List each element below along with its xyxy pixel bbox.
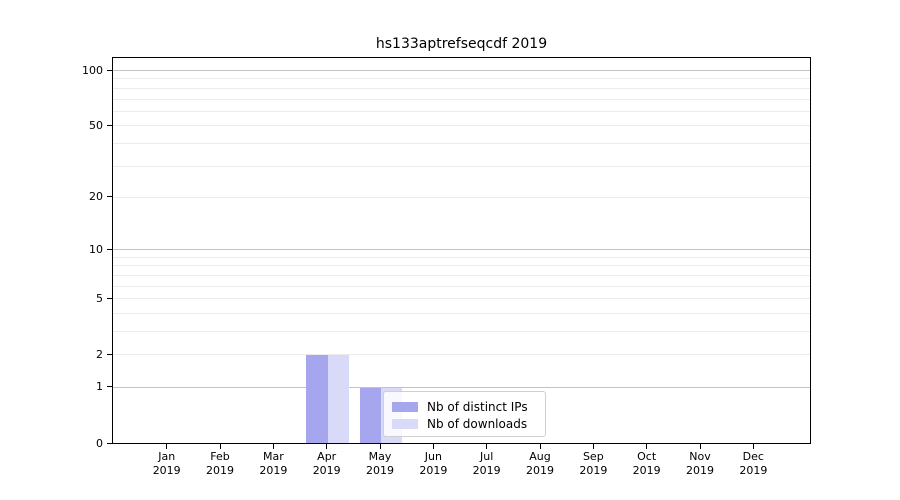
x-tick-mark: [592, 444, 594, 449]
x-tick-year-label: 2019: [579, 464, 608, 477]
y-tick-label: 10: [89, 242, 103, 256]
x-tick-month-label: Feb: [210, 450, 230, 463]
y-tick-label: 100: [82, 63, 103, 77]
y-tick-mark: [107, 196, 112, 198]
y-tick-mark: [107, 353, 112, 355]
gridline-minor: [113, 256, 810, 258]
y-tick-mark: [107, 124, 112, 126]
x-tick-mark: [699, 444, 701, 449]
plot-inner: [113, 58, 810, 443]
x-tick-mark: [539, 444, 541, 449]
x-tick-mark: [432, 444, 434, 449]
x-tick-mark: [379, 444, 381, 449]
x-tick-year-label: 2019: [312, 464, 341, 477]
x-tick-month-label: Jan: [158, 450, 176, 463]
gridline-minor: [113, 165, 810, 167]
x-tick-year-label: 2019: [739, 464, 768, 477]
gridline-minor: [113, 312, 810, 314]
x-tick-label: Oct 2019: [617, 450, 677, 478]
gridline-minor: [113, 78, 810, 80]
y-tick-mark: [107, 442, 112, 444]
distinct-ips-swatch-icon: [392, 401, 418, 412]
x-tick-month-label: Dec: [742, 450, 764, 463]
x-tick-label: Nov 2019: [670, 450, 730, 478]
gridline-minor: [113, 142, 810, 144]
x-tick-label: Jul 2019: [457, 450, 517, 478]
gridline-minor: [113, 87, 810, 89]
x-tick-year-label: 2019: [259, 464, 288, 477]
x-tick-year-label: 2019: [686, 464, 714, 477]
x-tick-month-label: Apr: [317, 450, 337, 463]
x-tick-month-label: Aug: [529, 450, 551, 463]
x-tick-month-label: Jun: [424, 450, 442, 463]
gridline-minor: [113, 354, 810, 356]
x-tick-mark: [166, 444, 168, 449]
chart-title: hs133aptrefseqcdf 2019: [375, 36, 548, 52]
legend-entry: Nb of downloads: [392, 415, 537, 432]
x-tick-month-label: Mar: [262, 450, 284, 463]
x-tick-mark: [646, 444, 648, 449]
gridline-minor: [113, 98, 810, 100]
gridline-minor: [113, 196, 810, 198]
x-tick-month-label: Jul: [480, 450, 494, 463]
bar-nb-of-downloads-apr: [327, 355, 349, 443]
legend: Nb of distinct IPs Nb of downloads: [383, 391, 546, 437]
gridline-minor: [113, 274, 810, 276]
x-tick-year-label: 2019: [472, 464, 501, 477]
downloads-swatch-icon: [392, 418, 418, 429]
x-tick-mark: [486, 444, 488, 449]
y-tick-label: 5: [96, 291, 103, 305]
gridline-minor: [113, 125, 810, 127]
x-tick-label: Mar 2019: [243, 450, 303, 478]
x-tick-year-label: 2019: [632, 464, 661, 477]
x-tick-label: Apr 2019: [297, 450, 357, 478]
gridline-minor: [113, 110, 810, 112]
gridline-minor: [113, 298, 810, 300]
x-tick-mark: [219, 444, 221, 449]
plot-area: [112, 57, 811, 444]
y-tick-label: 2: [96, 347, 103, 361]
y-tick-mark: [107, 69, 112, 71]
x-tick-year-label: 2019: [366, 464, 395, 477]
x-tick-label: Dec 2019: [723, 450, 783, 478]
gridline-minor: [113, 285, 810, 287]
y-tick-mark: [107, 297, 112, 299]
gridline-minor: [113, 330, 810, 332]
y-tick-label: 0: [96, 436, 103, 450]
x-tick-month-label: May: [368, 450, 392, 463]
gridline-major: [113, 386, 810, 388]
y-tick-label: 50: [89, 118, 103, 132]
y-tick-mark: [107, 386, 112, 388]
x-tick-year-label: 2019: [152, 464, 181, 477]
x-tick-mark: [752, 444, 754, 449]
x-tick-label: Feb 2019: [190, 450, 250, 478]
x-tick-label: Jun 2019: [403, 450, 463, 478]
x-tick-year-label: 2019: [206, 464, 235, 477]
x-tick-label: Jan 2019: [137, 450, 197, 478]
legend-label: Nb of downloads: [427, 416, 528, 431]
y-tick-label: 20: [89, 190, 103, 204]
x-tick-month-label: Oct: [637, 450, 657, 463]
y-tick-mark: [107, 248, 112, 250]
x-tick-month-label: Nov: [689, 450, 711, 463]
x-tick-label: May 2019: [350, 450, 410, 478]
bar-nb-of-distinct-ips-may: [359, 388, 382, 443]
x-tick-year-label: 2019: [419, 464, 448, 477]
legend-entry: Nb of distinct IPs: [392, 398, 537, 415]
gridline-major: [113, 70, 810, 72]
y-tick-label: 1: [96, 380, 103, 394]
x-tick-month-label: Sep: [582, 450, 604, 463]
gridline-minor: [113, 265, 810, 267]
legend-label: Nb of distinct IPs: [427, 399, 528, 414]
x-tick-mark: [326, 444, 328, 449]
gridline-major: [113, 249, 810, 251]
x-tick-label: Aug 2019: [510, 450, 570, 478]
bar-nb-of-distinct-ips-apr: [306, 355, 328, 443]
x-tick-label: Sep 2019: [563, 450, 623, 478]
x-tick-mark: [272, 444, 274, 449]
x-tick-year-label: 2019: [526, 464, 554, 477]
